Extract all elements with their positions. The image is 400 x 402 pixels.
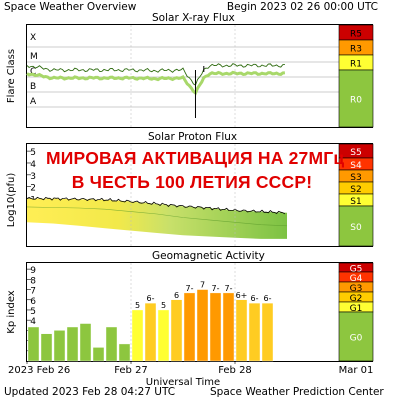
kp-ylabel: Kp index bbox=[6, 290, 17, 334]
proton-scale-cell bbox=[338, 205, 374, 247]
kp-bar bbox=[222, 292, 235, 362]
kp-bar-label: 7- bbox=[225, 284, 233, 293]
kp-ytick: 8 bbox=[30, 276, 36, 286]
kp-bar-label: 7 bbox=[200, 281, 205, 290]
overview-title: Space Weather Overview bbox=[4, 1, 137, 13]
kp-bar bbox=[27, 326, 40, 362]
banner-line-2: В ЧЕСТЬ 100 ЛЕТИЯ СССР! bbox=[71, 172, 313, 192]
xray-scale-label: R3 bbox=[350, 45, 362, 55]
xray-class-tick: X bbox=[30, 33, 36, 43]
xray-scale-label: R0 bbox=[350, 96, 362, 106]
kp-scale-label: G2 bbox=[350, 294, 363, 304]
kp-ytick: 9 bbox=[30, 266, 36, 276]
kp-bar-label: 5 bbox=[135, 301, 140, 310]
proton-scale-label: S0 bbox=[350, 223, 362, 233]
proton-scale-label: S3 bbox=[350, 173, 361, 183]
xray-scale-label: R5 bbox=[350, 30, 362, 40]
proton-series-1 bbox=[26, 196, 286, 215]
kp-bar-label: 7- bbox=[212, 284, 220, 293]
xray-long-channel bbox=[26, 63, 285, 86]
kp-bar bbox=[248, 302, 261, 362]
begin-date: Begin 2023 02 26 00:00 UTC bbox=[226, 1, 378, 13]
kp-ytick: 7 bbox=[30, 287, 36, 297]
proton-series-2 bbox=[26, 206, 288, 227]
xray-panel-title: Solar X-ray Flux bbox=[152, 12, 235, 24]
kp-bar-label: 6- bbox=[147, 294, 155, 303]
proton-scale-label: S1 bbox=[350, 197, 361, 207]
kp-bar bbox=[131, 309, 144, 362]
kp-bar-label: 5 bbox=[161, 301, 166, 310]
x-axis-label: Universal Time bbox=[146, 377, 220, 388]
kp-scale-label: G5 bbox=[350, 265, 363, 275]
kp-bar-label: 6+ bbox=[236, 291, 248, 300]
kp-bar bbox=[92, 347, 105, 362]
kp-scale-cell bbox=[338, 311, 374, 362]
swpc-credit: Space Weather Prediction Center bbox=[210, 386, 384, 398]
proton-scale-label: S2 bbox=[350, 185, 361, 195]
kp-ytick: 6 bbox=[30, 297, 36, 307]
kp-bar bbox=[157, 309, 170, 362]
kp-bar-label: 7- bbox=[186, 284, 194, 293]
proton-ytick: 2 bbox=[30, 184, 36, 194]
xray-panel bbox=[26, 24, 373, 128]
xray-class-tick: M bbox=[30, 52, 38, 62]
proton-ytick: 4 bbox=[30, 160, 36, 170]
kp-bar bbox=[144, 302, 157, 362]
x-tick-label: Feb 28 bbox=[218, 365, 252, 376]
x-tick-label: Feb 27 bbox=[114, 365, 148, 376]
banner-line-1: МИРОВАЯ АКТИВАЦИЯ НА 27МГц bbox=[46, 148, 345, 168]
kp-bar bbox=[183, 292, 196, 362]
kp-bar bbox=[196, 289, 209, 362]
kp-scale-label: G0 bbox=[350, 334, 363, 344]
kp-bar bbox=[79, 323, 92, 362]
updated-time: Updated 2023 Feb 28 04:27 UTC bbox=[4, 386, 176, 398]
geomag-panel-title: Geomagnetic Activity bbox=[152, 250, 265, 262]
xray-ylabel: Flare Class bbox=[6, 49, 17, 103]
kp-scale-label: G1 bbox=[350, 304, 363, 314]
kp-scale-label: G3 bbox=[350, 284, 363, 294]
xray-class-tick: A bbox=[30, 97, 37, 107]
kp-bar-label: 6- bbox=[251, 294, 259, 303]
xray-short-channel bbox=[26, 70, 286, 96]
kp-bar bbox=[261, 302, 274, 362]
proton-ytick: 3 bbox=[30, 172, 36, 182]
kp-bar bbox=[235, 299, 248, 362]
kp-bar bbox=[66, 326, 79, 362]
kp-bar bbox=[209, 292, 222, 362]
kp-bar bbox=[170, 299, 183, 362]
proton-scale-label: S5 bbox=[350, 148, 361, 158]
kp-ytick: 4 bbox=[30, 317, 36, 327]
xray-class-tick: C bbox=[30, 67, 36, 77]
xray-scale-cell bbox=[338, 69, 374, 128]
xray-class-tick: B bbox=[30, 82, 36, 92]
proton-ytick: 5 bbox=[30, 148, 36, 158]
proton-ylabel: Log10(pfu) bbox=[6, 173, 17, 228]
proton-band bbox=[27, 198, 287, 239]
x-tick-label: Mar 01 bbox=[339, 365, 374, 376]
kp-bar-label: 6- bbox=[264, 294, 272, 303]
x-tick-label: 2023 Feb 26 bbox=[8, 365, 70, 376]
proton-panel-title: Solar Proton Flux bbox=[148, 131, 238, 143]
kp-bar bbox=[105, 326, 118, 362]
kp-bar bbox=[40, 333, 53, 362]
proton-scale-label: S4 bbox=[350, 161, 362, 171]
kp-scale-label: G4 bbox=[350, 274, 363, 284]
xray-scale-label: R1 bbox=[350, 60, 362, 70]
kp-ytick: 5 bbox=[30, 307, 36, 317]
kp-bar bbox=[53, 330, 66, 362]
kp-bar bbox=[118, 343, 131, 362]
kp-bar-label: 6 bbox=[174, 291, 179, 300]
